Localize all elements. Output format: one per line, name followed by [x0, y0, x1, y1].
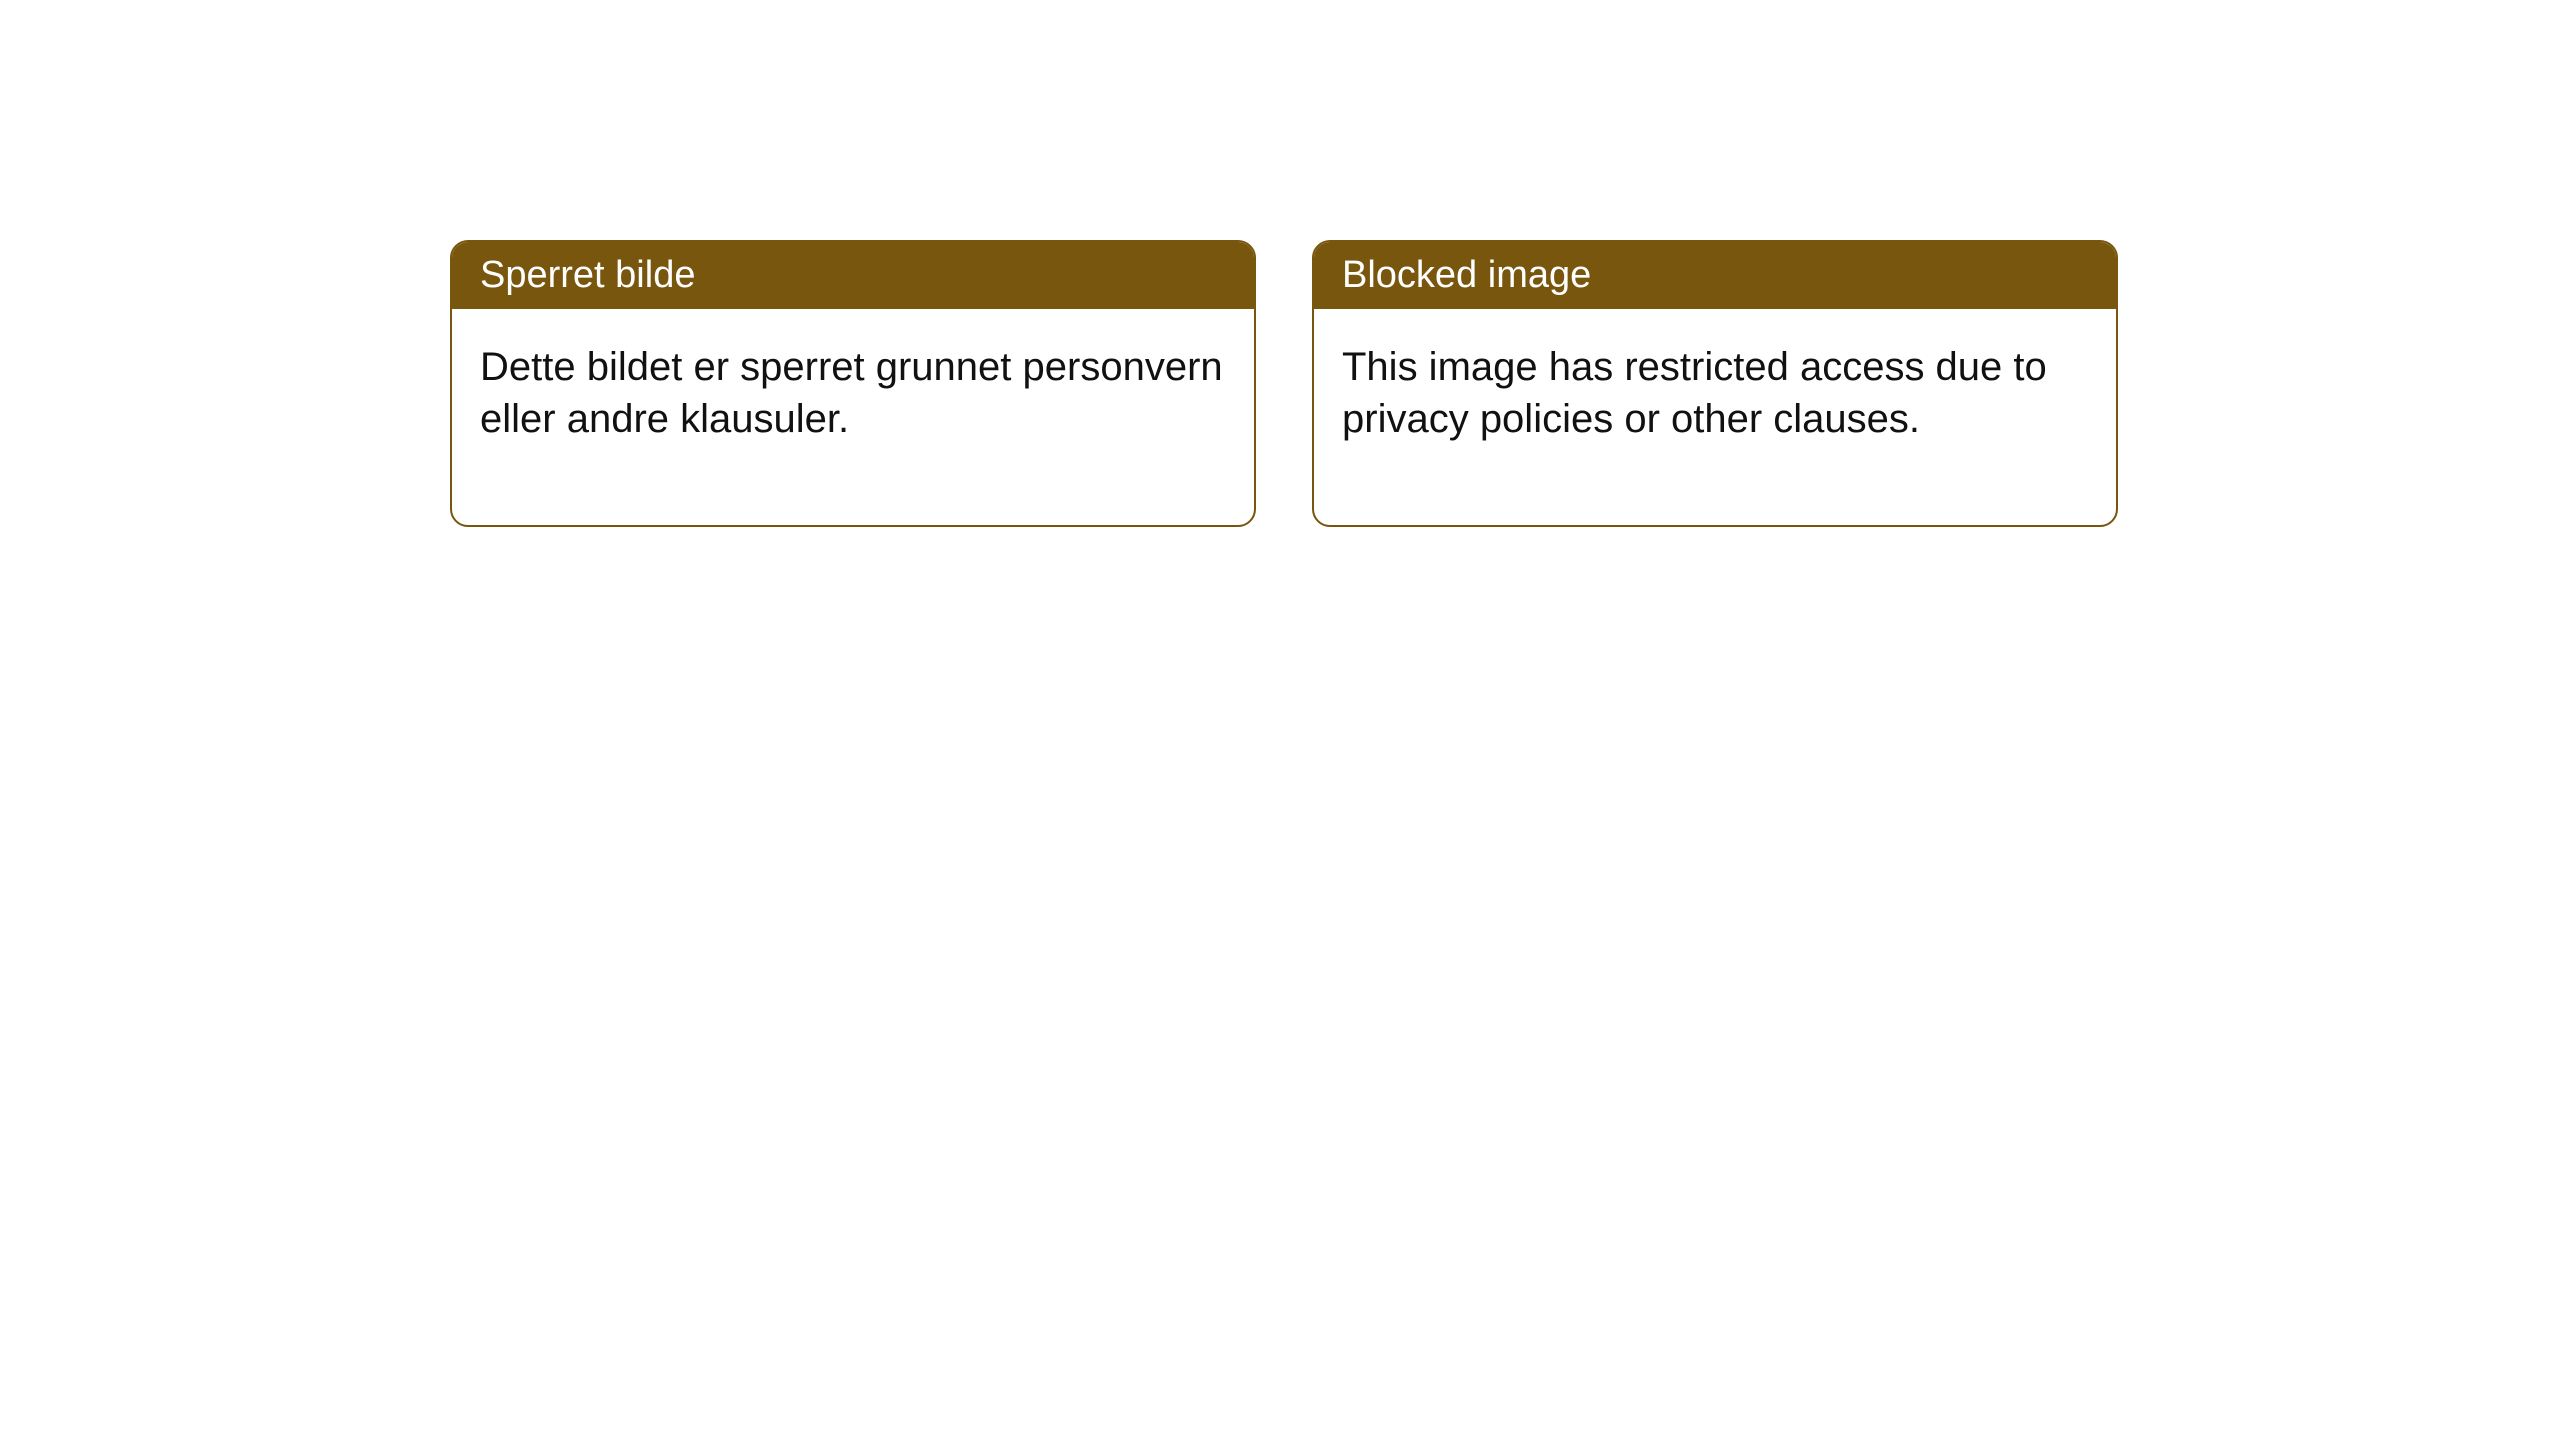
notice-card-no: Sperret bilde Dette bildet er sperret gr…	[450, 240, 1256, 527]
notice-card-en: Blocked image This image has restricted …	[1312, 240, 2118, 527]
notice-body-no: Dette bildet er sperret grunnet personve…	[452, 309, 1254, 525]
notice-title-no: Sperret bilde	[452, 242, 1254, 309]
notice-title-en: Blocked image	[1314, 242, 2116, 309]
notice-body-en: This image has restricted access due to …	[1314, 309, 2116, 525]
notice-container: Sperret bilde Dette bildet er sperret gr…	[0, 0, 2560, 527]
